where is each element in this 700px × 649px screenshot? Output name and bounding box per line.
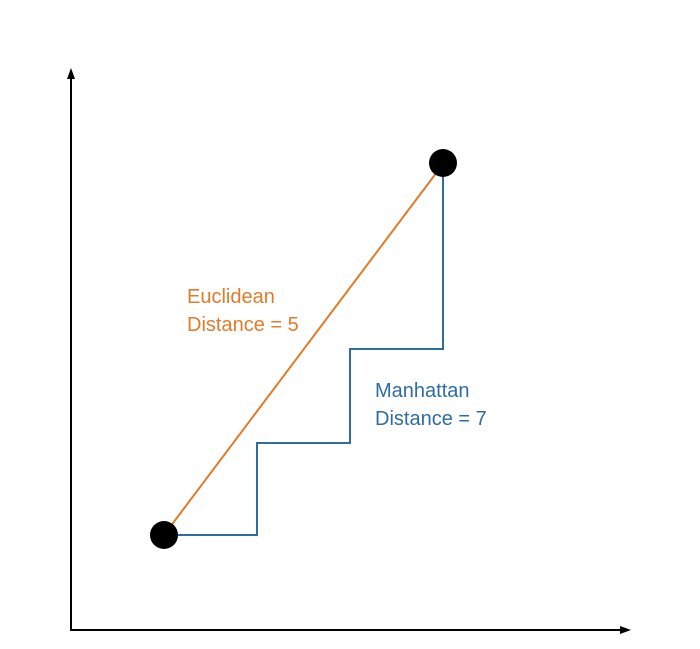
manhattan-label: Manhattan: [375, 380, 470, 402]
manhattan-path: [164, 164, 444, 536]
manhattan-distance-label: Distance = 7: [375, 408, 487, 430]
euclidean-label: Euclidean: [187, 286, 275, 308]
euclidean-distance-label: Distance = 5: [187, 314, 299, 336]
euclidean-line: [163, 163, 444, 536]
start-point: [150, 521, 178, 549]
axes: [67, 68, 631, 634]
x-axis-arrowhead: [620, 626, 631, 634]
end-point: [429, 149, 457, 177]
y-axis-arrowhead: [67, 68, 75, 79]
